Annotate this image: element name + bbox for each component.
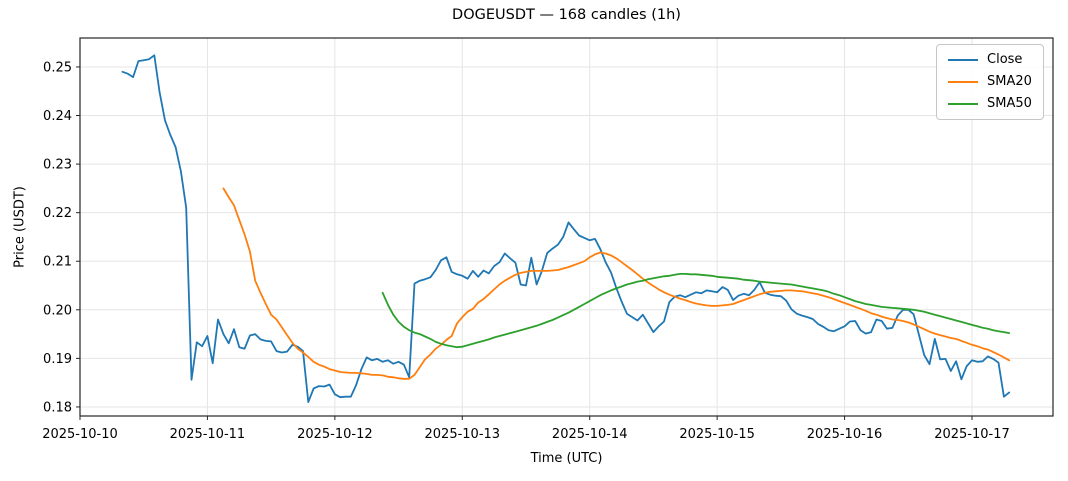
y-tick-label: 0.18 xyxy=(43,400,72,415)
legend-item-close: Close xyxy=(948,52,1032,68)
y-axis-label: Price (USDT) xyxy=(12,186,28,268)
y-tick-label: 0.24 xyxy=(43,109,72,124)
x-tick-label: 2025-10-10 xyxy=(42,427,118,442)
plot-border xyxy=(79,37,1054,417)
legend-line-sample-sma20 xyxy=(948,81,978,83)
series-line-close xyxy=(121,54,1011,404)
series-line-sma20 xyxy=(222,187,1011,380)
y-tick-label: 0.20 xyxy=(43,303,72,318)
x-axis-label: Time (UTC) xyxy=(530,451,603,466)
y-tick-label: 0.21 xyxy=(43,255,72,270)
y-tick-label: 0.23 xyxy=(43,158,72,173)
x-tick-label: 2025-10-14 xyxy=(552,427,628,442)
x-tick-label: 2025-10-11 xyxy=(170,427,246,442)
legend-label-sma50: SMA50 xyxy=(987,96,1032,111)
legend-item-sma20: SMA20 xyxy=(948,74,1032,90)
legend-line-sample-close xyxy=(948,59,978,61)
x-tick-label: 2025-10-13 xyxy=(425,427,501,442)
x-tick-label: 2025-10-17 xyxy=(934,427,1010,442)
y-tick-label: 0.25 xyxy=(43,60,72,75)
series-line-sma50 xyxy=(381,272,1011,349)
x-tick-label: 2025-10-12 xyxy=(297,427,373,442)
legend-line-sample-sma50 xyxy=(948,103,978,105)
x-tick-label: 2025-10-16 xyxy=(807,427,883,442)
x-tick-label: 2025-10-15 xyxy=(679,427,755,442)
legend-label-sma20: SMA20 xyxy=(987,74,1032,89)
y-tick-label: 0.19 xyxy=(43,352,72,367)
legend-item-sma50: SMA50 xyxy=(948,96,1032,112)
y-tick-label: 0.22 xyxy=(43,206,72,221)
chart-title: DOGEUSDT — 168 candles (1h) xyxy=(452,7,681,23)
legend-label-close: Close xyxy=(987,52,1023,67)
legend: Close SMA20 SMA50 xyxy=(936,44,1044,120)
